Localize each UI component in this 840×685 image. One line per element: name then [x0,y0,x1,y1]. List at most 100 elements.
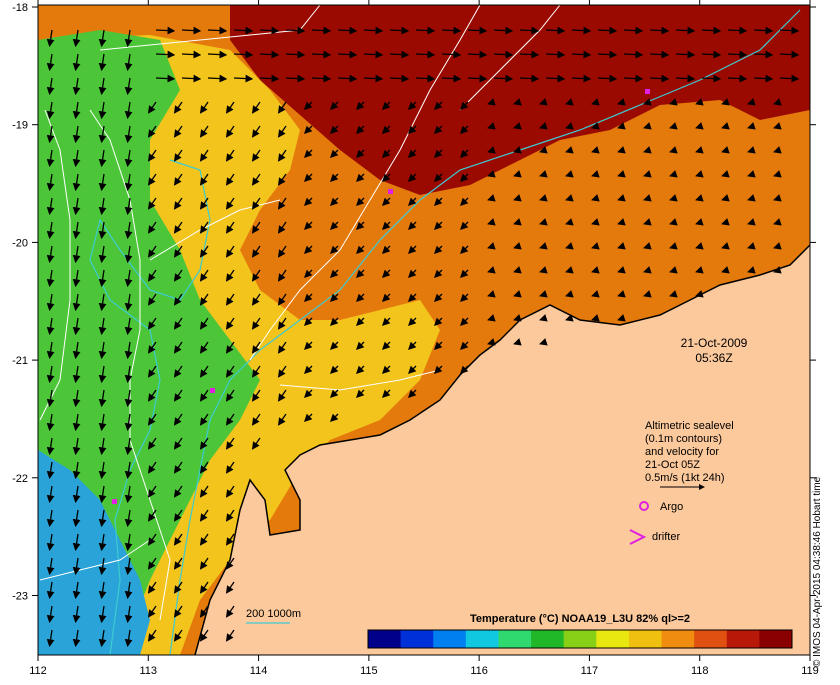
velocity-arrow [277,365,287,378]
velocity-arrow [513,170,522,178]
velocity-arrow [155,50,176,59]
velocity-arrow [147,197,157,210]
velocity-arrow [225,389,235,402]
velocity-arrow [225,317,235,330]
velocity-arrow [124,341,133,360]
velocity-arrow [408,125,417,134]
velocity-arrow [487,290,496,298]
velocity-arrow [46,317,55,336]
velocity-arrow [779,26,800,35]
velocity-arrow [591,290,600,298]
velocity-arrow [98,53,107,72]
legend-line-2: (0.1m contours) [645,433,722,445]
velocity-arrow [72,269,81,288]
velocity-arrow [363,50,384,59]
velocity-arrow [513,338,522,346]
velocity-arrow [98,173,107,192]
velocity-arrow [233,26,254,35]
velocity-arrow [46,485,55,504]
velocity-arrow [727,50,748,59]
velocity-arrow [124,485,133,504]
velocity-arrow [147,485,157,498]
velocity-arrow [173,293,183,306]
velocity-arrow [233,74,254,83]
velocity-arrow [434,197,443,206]
velocity-arrow [124,317,133,336]
velocity-arrow [597,74,618,83]
velocity-arrow [251,365,261,378]
velocity-arrow [460,269,469,278]
velocity-arrow [124,461,133,480]
velocity-arrow [695,146,704,154]
velocity-arrow [181,74,202,83]
velocity-arrow [173,605,183,618]
velocity-arrow [597,26,618,35]
velocity-arrow [147,245,157,258]
velocity-arrow [98,317,107,336]
velocity-arrow [363,74,384,83]
legend-line-5: 0.5m/s (1kt 24h) [645,472,724,484]
velocity-arrow [251,341,261,354]
velocity-arrow [747,98,756,106]
velocity-arrow [199,341,209,354]
velocity-arrow [356,293,365,302]
velocity-arrow [539,242,548,250]
velocity-arrow [408,197,417,206]
velocity-arrow [487,194,496,202]
velocity-arrow [207,50,228,59]
velocity-arrow [773,98,782,106]
velocity-arrow [675,74,696,83]
velocity-arrow [701,74,722,83]
velocity-arrow [408,221,417,230]
velocity-arrow [330,389,339,398]
velocity-arrow [251,389,261,402]
velocity-arrow [173,125,183,138]
velocity-arrow [779,74,800,83]
velocity-arrow [747,170,756,178]
velocity-arrow [207,26,228,35]
velocity-arrow [727,26,748,35]
velocity-arrow [695,218,704,226]
velocity-arrow [493,74,514,83]
velocity-arrow [46,413,55,432]
velocity-arrow [773,170,782,178]
velocity-arrow [330,101,339,110]
velocity-arrow [72,389,81,408]
velocity-arrow [408,365,417,374]
velocity-arrow [199,365,209,378]
velocity-arrow [539,266,548,274]
colorbar-cell [563,630,597,648]
velocity-arrow [98,341,107,360]
velocity-arrow [669,242,678,250]
velocity-arrow [356,125,365,134]
velocity-arrow [415,50,436,59]
velocity-arrow [199,197,209,210]
velocity-arrow [617,194,626,202]
legend-line-4: 21-Oct 05Z [645,459,700,471]
velocity-arrow [199,605,209,618]
x-tick-label: 119 [801,665,819,677]
colorbar-cell [726,630,760,648]
velocity-arrow [571,26,592,35]
velocity-arrow [199,149,209,162]
velocity-arrow [72,509,81,528]
colorbar-cell [368,630,402,648]
velocity-arrow [773,218,782,226]
velocity-arrow [415,74,436,83]
velocity-arrow [539,290,548,298]
velocity-arrow [565,266,574,274]
velocity-arrow [487,242,496,250]
drifter-label: drifter [652,531,680,543]
velocity-arrow [251,317,261,330]
velocity-arrow [539,314,548,322]
velocity-arrow [251,101,261,114]
velocity-arrow [773,146,782,154]
velocity-arrow [124,605,133,624]
velocity-arrow [747,146,756,154]
velocity-arrow [753,50,774,59]
velocity-arrow [199,269,209,282]
velocity-arrow [487,146,496,154]
velocity-arrow [124,29,133,48]
velocity-arrow [124,413,133,432]
velocity-arrow [225,509,235,522]
